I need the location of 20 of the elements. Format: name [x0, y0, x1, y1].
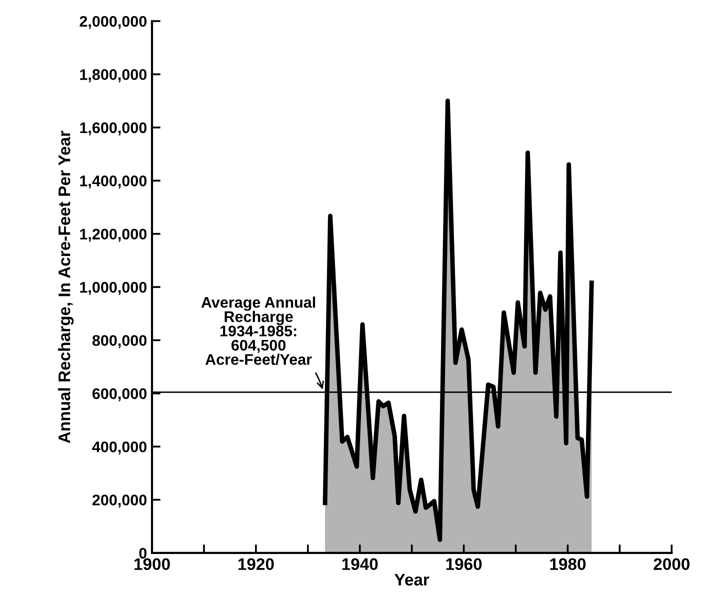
y-tick-label: 200,000 [92, 494, 147, 508]
x-axis-title: Year [394, 574, 430, 586]
y-tick-label: 800,000 [92, 335, 147, 348]
y-tick-label: 600,000 [92, 388, 147, 402]
x-tick-label: 1980 [550, 558, 586, 570]
y-tick-label: 400,000 [92, 441, 147, 454]
x-tick-label: 2000 [654, 558, 690, 570]
x-tick-label: 1940 [342, 558, 378, 570]
x-tick-label: 1960 [446, 558, 482, 570]
y-tick-label: 2,000,000 [80, 16, 147, 30]
y-tick-label: 1,800,000 [80, 69, 147, 82]
x-tick-label: 1900 [134, 558, 170, 570]
y-tick-label: 1,400,000 [80, 176, 147, 189]
y-tick-label: 1,000,000 [80, 282, 147, 295]
y-tick-label: 0 [139, 548, 147, 559]
y-tick-label: 1,600,000 [80, 122, 147, 136]
y-axis-title: Annual Recharge, In Acre-Feet Per Year [58, 130, 74, 444]
x-tick-label: 1920 [238, 558, 274, 570]
annotation: Average Annual Recharge 1934-1985: 604,500 Acre-Feet/Year [201, 296, 316, 366]
y-tick-label: 1,200,000 [80, 228, 147, 242]
